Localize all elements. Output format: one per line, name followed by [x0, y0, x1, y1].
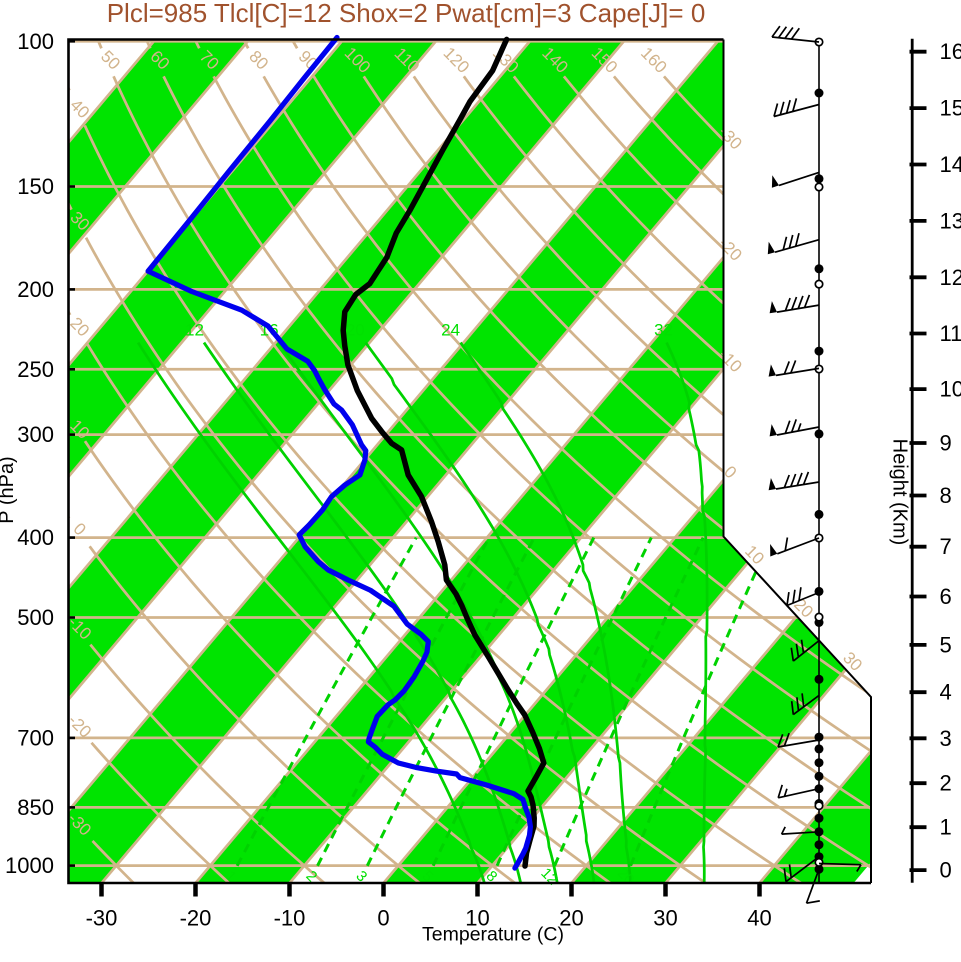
- svg-text:150: 150: [17, 174, 54, 199]
- svg-text:15: 15: [940, 96, 961, 121]
- svg-text:200: 200: [17, 277, 54, 302]
- svg-text:30: 30: [653, 906, 677, 931]
- svg-text:-10: -10: [274, 906, 306, 931]
- svg-text:40: 40: [747, 906, 771, 931]
- svg-text:4: 4: [940, 680, 952, 705]
- svg-text:16: 16: [940, 39, 961, 64]
- svg-text:1000: 1000: [5, 853, 54, 878]
- svg-text:1: 1: [940, 815, 952, 840]
- svg-text:Height (Km): Height (Km): [889, 439, 911, 546]
- svg-text:10: 10: [940, 377, 961, 402]
- svg-text:700: 700: [17, 725, 54, 750]
- svg-text:9: 9: [940, 431, 952, 456]
- svg-text:7: 7: [940, 534, 952, 559]
- svg-text:-30: -30: [86, 906, 118, 931]
- svg-text:12: 12: [940, 265, 961, 290]
- svg-text:0: 0: [940, 858, 952, 883]
- svg-text:6: 6: [940, 584, 952, 609]
- svg-text:8: 8: [940, 483, 952, 508]
- svg-text:Temperature (C): Temperature (C): [422, 924, 564, 946]
- svg-text:11: 11: [940, 321, 961, 346]
- svg-text:13: 13: [940, 208, 961, 233]
- svg-text:3: 3: [940, 726, 952, 751]
- svg-text:2: 2: [940, 771, 952, 796]
- svg-text:20: 20: [346, 320, 365, 339]
- svg-text:P (hPa): P (hPa): [0, 456, 18, 523]
- svg-text:500: 500: [17, 605, 54, 630]
- svg-text:0: 0: [377, 906, 389, 931]
- svg-text:14: 14: [940, 152, 961, 177]
- svg-text:400: 400: [17, 525, 54, 550]
- svg-text:Plcl=985 Tlcl[C]=12 Shox=2 Pwa: Plcl=985 Tlcl[C]=12 Shox=2 Pwat[cm]=3 Ca…: [107, 0, 706, 28]
- svg-text:32: 32: [654, 320, 673, 339]
- svg-text:24: 24: [441, 320, 460, 339]
- svg-text:250: 250: [17, 357, 54, 382]
- svg-text:-20: -20: [180, 906, 212, 931]
- svg-text:5: 5: [940, 632, 952, 657]
- svg-text:100: 100: [17, 29, 54, 54]
- svg-text:850: 850: [17, 795, 54, 820]
- svg-text:12: 12: [185, 320, 204, 339]
- svg-text:300: 300: [17, 422, 54, 447]
